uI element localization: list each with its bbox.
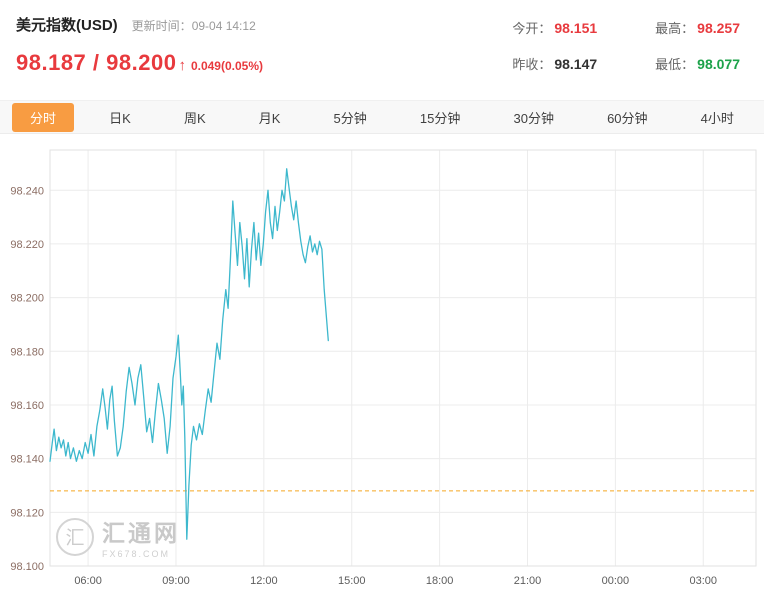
- x-axis-label: 18:00: [426, 575, 454, 587]
- fx678-logo-icon: 汇: [56, 517, 94, 556]
- x-axis-label: 03:00: [690, 575, 718, 587]
- tab-5min[interactable]: 5分钟: [333, 110, 367, 126]
- x-axis-label: 12:00: [250, 575, 278, 587]
- stat-low-value: 98.077: [697, 56, 740, 72]
- logo-glyph: 汇: [65, 528, 85, 549]
- y-axis-label: 98.220: [10, 239, 44, 251]
- stat-high-label: 最高：: [655, 21, 695, 36]
- y-axis-label: 98.180: [10, 346, 44, 358]
- x-axis-label: 00:00: [602, 575, 630, 587]
- update-time: 更新时间：09-04 14:12: [132, 17, 256, 34]
- tab-timeline[interactable]: 分时: [12, 102, 75, 132]
- y-axis-label: 98.120: [10, 507, 44, 519]
- tab-60min[interactable]: 60分钟: [607, 110, 648, 126]
- tab-monthly-k[interactable]: 月K: [258, 110, 281, 126]
- tab-30min[interactable]: 30分钟: [513, 110, 554, 126]
- intraday-chart[interactable]: 98.100 98.120 98.140 98.160 98.180 98.200 98.2…: [0, 138, 764, 600]
- stat-high-value: 98.257: [697, 20, 740, 36]
- stat-open-value: 98.151: [554, 20, 598, 36]
- stat-open-label: 今开：: [512, 21, 552, 36]
- x-axis-label: 06:00: [74, 575, 102, 587]
- stat-low: 最低： 98.077: [655, 54, 740, 73]
- tab-15min[interactable]: 15分钟: [419, 110, 461, 126]
- y-axis-label: 98.160: [10, 400, 44, 412]
- ask-price: 98.200: [106, 50, 177, 75]
- stat-prev-close: 昨收： 98.147: [512, 54, 597, 73]
- stat-prev-close-label: 昨收：: [512, 57, 552, 72]
- watermark-text: 汇通网 FX678.COM: [102, 514, 180, 559]
- y-axis-label: 98.100: [10, 561, 44, 573]
- y-axis-label: 98.240: [10, 185, 44, 197]
- current-price: 98.187 / 98.200: [16, 50, 176, 76]
- price-line-chart[interactable]: 98.100 98.120 98.140 98.160 98.180 98.200 98.2…: [0, 138, 764, 600]
- tab-daily-k[interactable]: 日K: [109, 110, 131, 126]
- plot-border: [49, 149, 757, 567]
- y-axis-label: 98.140: [10, 454, 44, 466]
- y-axis-label: 98.200: [10, 293, 44, 305]
- stat-low-label: 最低：: [655, 57, 695, 72]
- bid-price: 98.187: [16, 50, 87, 75]
- tab-4hour[interactable]: 4小时: [700, 110, 734, 126]
- tab-weekly-k[interactable]: 周K: [183, 110, 206, 126]
- stat-prev-close-value: 98.147: [554, 56, 598, 72]
- price-line-series: [49, 168, 329, 540]
- quote-header: 美元指数(USD) 更新时间：09-04 14:12 98.187 / 98.2…: [0, 0, 764, 96]
- price-row: 98.187 / 98.200 ↑ 0.049(0.05%): [16, 50, 748, 76]
- x-axis-label: 21:00: [514, 575, 542, 587]
- watermark-name: 汇通网: [102, 520, 180, 546]
- quote-stats: 今开： 98.151 最高： 98.257 昨收： 98.147 最低： 98.077: [512, 18, 740, 73]
- update-time-value: 09-04 14:12: [191, 19, 256, 33]
- instrument-title: 美元指数(USD): [16, 17, 118, 34]
- x-axis-label: 09:00: [162, 575, 190, 587]
- stat-open: 今开： 98.151: [512, 18, 597, 37]
- up-arrow-icon: ↑: [178, 57, 186, 74]
- update-time-label: 更新时间：: [131, 19, 192, 33]
- price-change: 0.049(0.05%): [190, 59, 263, 73]
- price-separator: /: [86, 50, 107, 75]
- watermark-fx678: 汇 汇通网 FX678.COM: [56, 514, 180, 559]
- watermark-domain: FX678.COM: [102, 549, 171, 559]
- stat-high: 最高： 98.257: [655, 18, 740, 37]
- title-row: 美元指数(USD) 更新时间：09-04 14:12: [16, 14, 748, 35]
- interval-tabbar: 分时 日K 周K 月K 5分钟 15分钟 30分钟 60分钟 4小时: [0, 100, 764, 134]
- x-axis-label: 15:00: [338, 575, 366, 587]
